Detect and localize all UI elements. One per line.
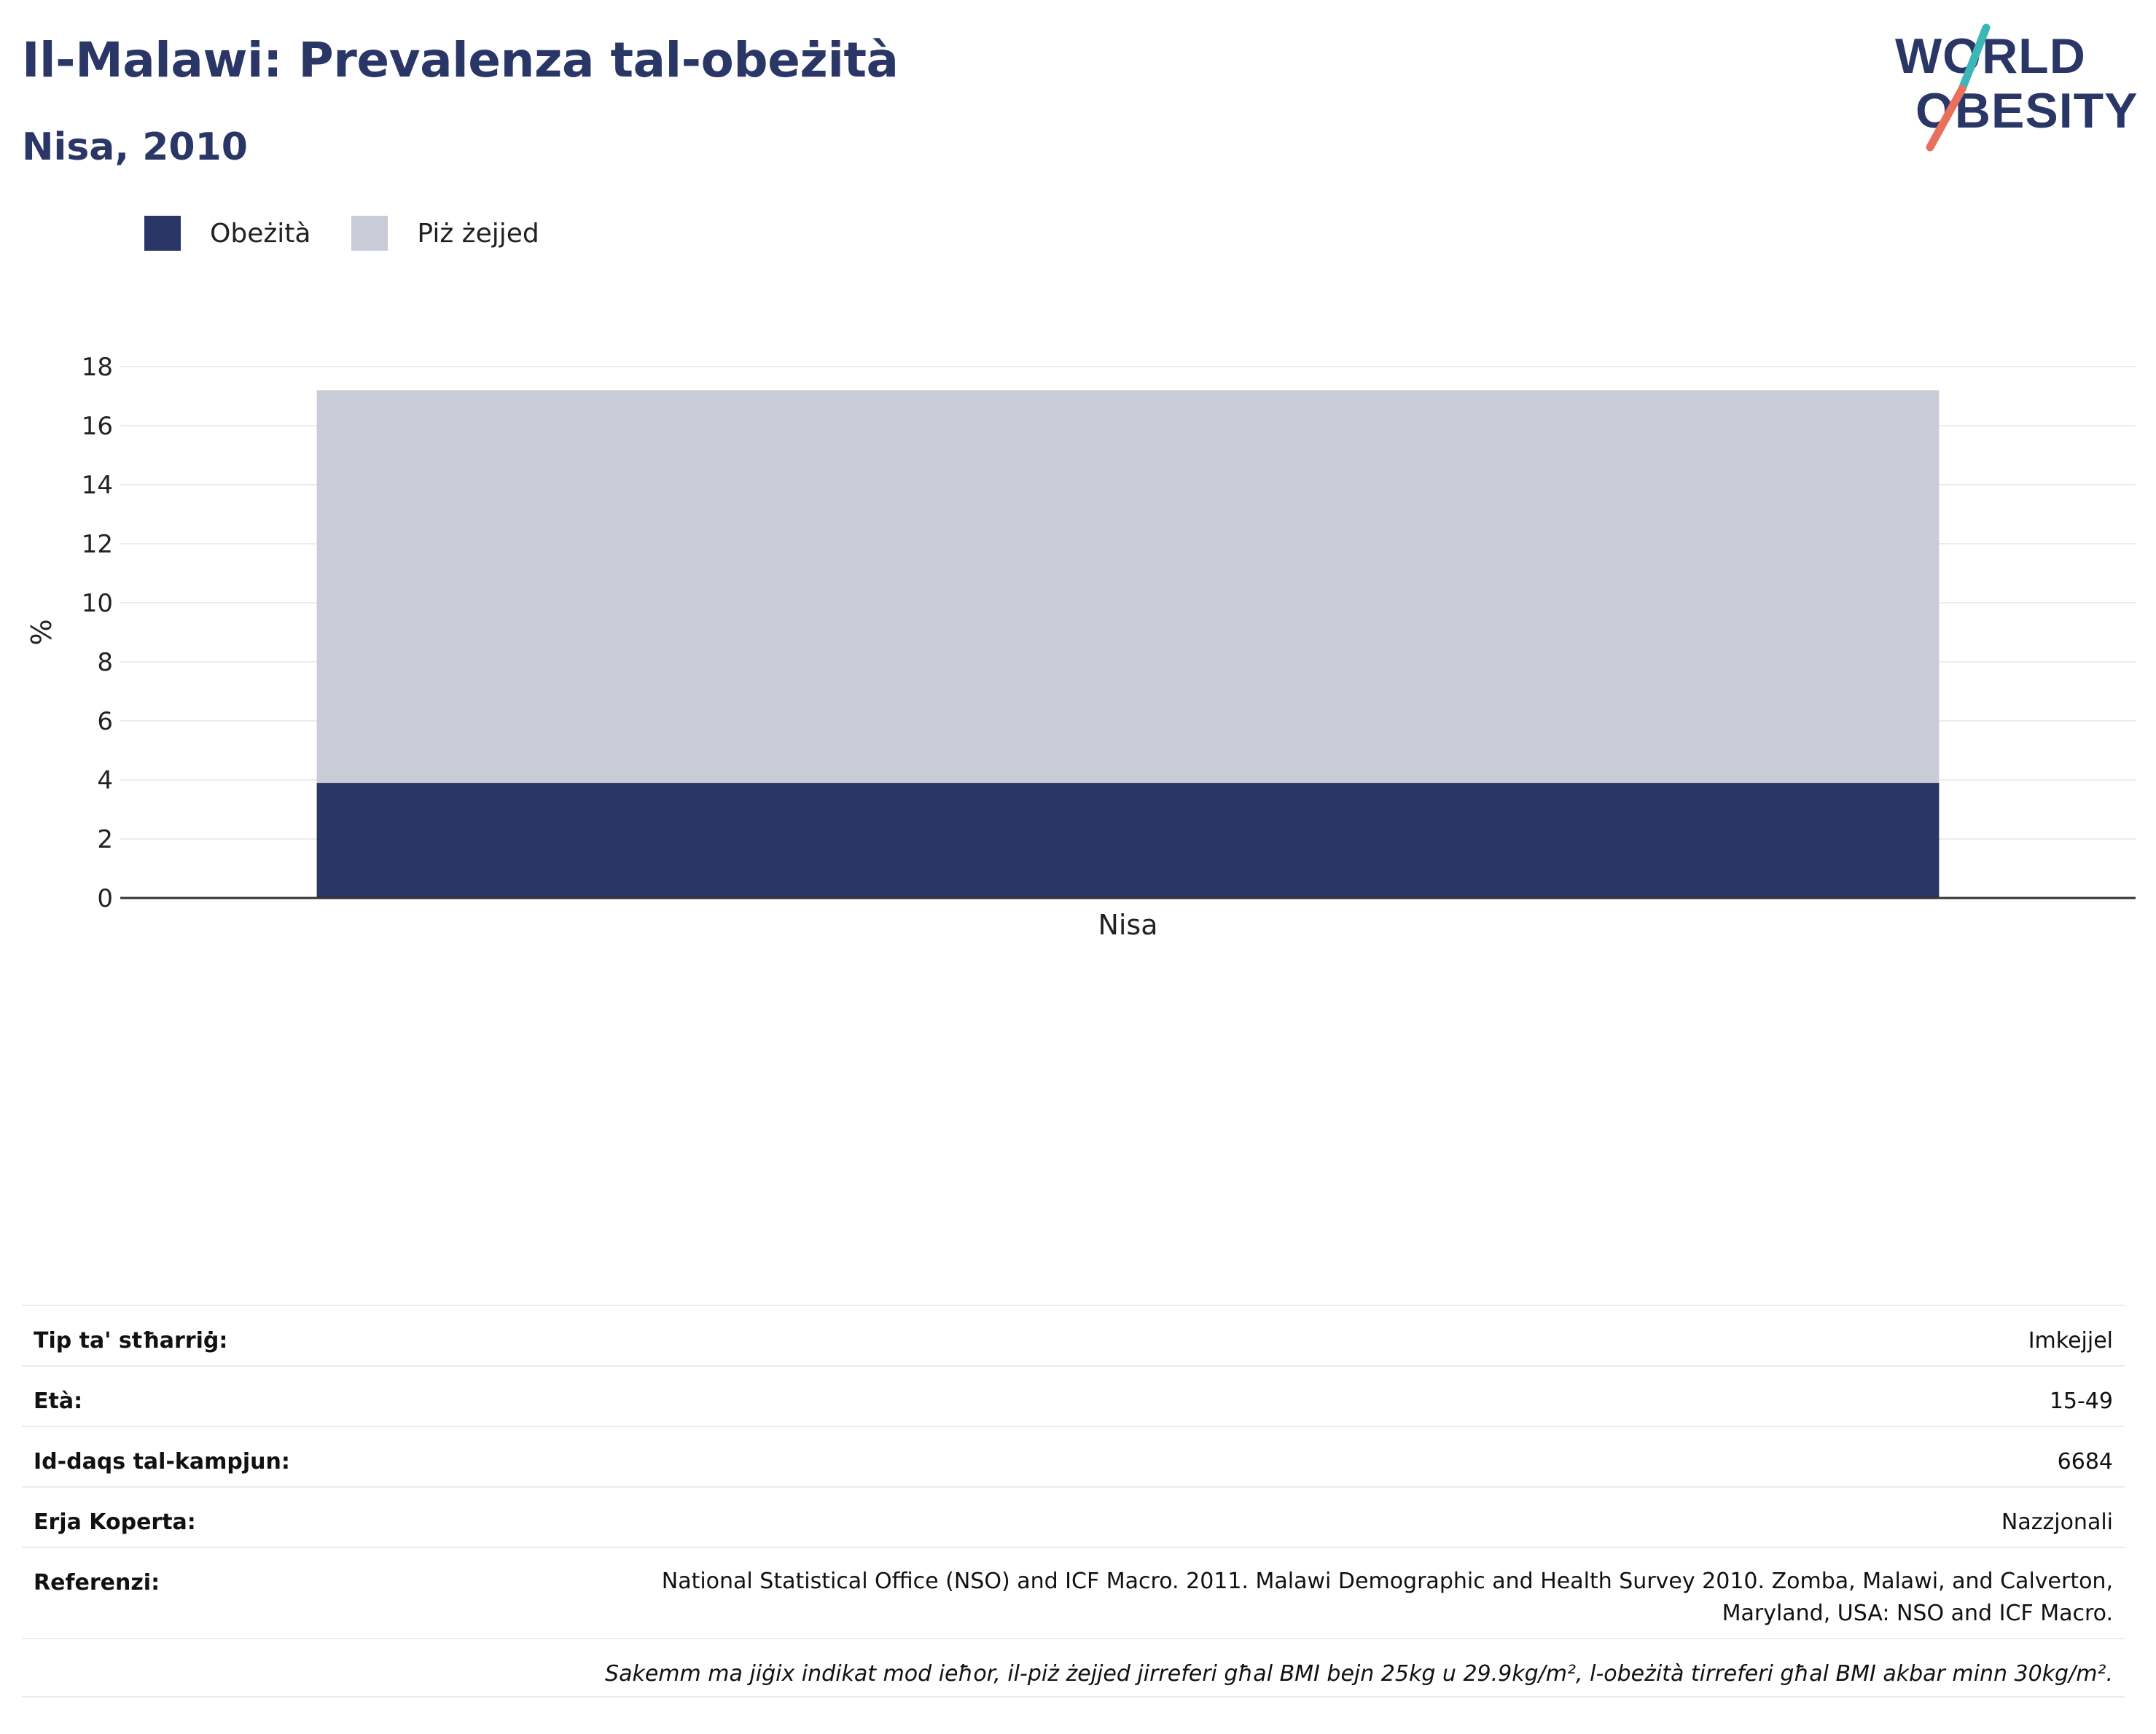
y-tick-label: 14 bbox=[82, 471, 113, 500]
meta-row-sample-size: Id-daqs tal-kampjun: 6684 bbox=[22, 1426, 2125, 1486]
meta-label: Erja Koperta: bbox=[34, 1510, 196, 1535]
meta-row-area-covered: Erja Koperta: Nazzjonali bbox=[22, 1486, 2125, 1547]
x-tick-label: Nisa bbox=[1098, 909, 1157, 941]
reference-text: National Statistical Office (NSO) and IC… bbox=[662, 1566, 2113, 1630]
bar-chart: 0 2 4 6 8 10 12 14 16 18% Nisa bbox=[26, 353, 2136, 941]
chart-legend: Obeżità Piż żejjed bbox=[144, 216, 580, 251]
meta-label: Tip ta' stħarriġ: bbox=[34, 1328, 228, 1354]
y-tick-label: 16 bbox=[82, 412, 113, 441]
y-tick-label: 10 bbox=[82, 589, 113, 618]
bar-obesity bbox=[316, 783, 1940, 898]
world-obesity-logo: WORLD OBESITY bbox=[1895, 23, 2138, 152]
meta-row-age: Età: 15-49 bbox=[22, 1365, 2125, 1426]
meta-value: 6684 bbox=[2057, 1449, 2113, 1475]
metadata-table: Tip ta' stħarriġ: Imkejjel Età: 15-49 Id… bbox=[22, 1305, 2125, 1698]
y-tick-label: 18 bbox=[82, 353, 113, 382]
legend-item-obesity[interactable]: Obeżità bbox=[144, 216, 310, 251]
svg-text:WORLD: WORLD bbox=[1895, 28, 2086, 84]
legend-swatch-obesity bbox=[144, 216, 181, 251]
y-tick-label: 12 bbox=[82, 530, 113, 559]
bar-overweight bbox=[316, 390, 1940, 784]
y-axis-title: % bbox=[26, 619, 58, 645]
meta-row-survey-type: Tip ta' stħarriġ: Imkejjel bbox=[22, 1305, 2125, 1365]
y-tick-label: 0 bbox=[97, 884, 113, 913]
meta-value: Nazzjonali bbox=[2001, 1510, 2113, 1535]
reference-line-1: National Statistical Office (NSO) and IC… bbox=[661, 1569, 2113, 1594]
legend-label-obesity: Obeżità bbox=[210, 218, 311, 249]
meta-label: Età: bbox=[34, 1389, 83, 1414]
legend-swatch-overweight bbox=[351, 216, 388, 251]
definition-note: Sakemm ma jiġix indikat mod ieħor, il-pi… bbox=[605, 1661, 2113, 1687]
reference-line-2: Maryland, USA: NSO and ICF Macro. bbox=[1722, 1601, 2113, 1626]
y-tick-label: 4 bbox=[97, 766, 113, 795]
page-title: Il-Malawi: Prevalenza tal-obeżità bbox=[22, 32, 899, 88]
meta-row-note: Sakemm ma jiġix indikat mod ieħor, il-pi… bbox=[22, 1638, 2125, 1698]
y-tick-label: 2 bbox=[97, 825, 113, 854]
meta-label: Id-daqs tal-kampjun: bbox=[34, 1449, 290, 1475]
y-tick-label: 6 bbox=[97, 707, 113, 736]
meta-value: 15-49 bbox=[2049, 1389, 2113, 1414]
y-tick-label: 8 bbox=[97, 648, 113, 677]
legend-item-overweight[interactable]: Piż żejjed bbox=[351, 216, 539, 251]
legend-label-overweight: Piż żejjed bbox=[417, 218, 539, 249]
meta-value: Imkejjel bbox=[2028, 1328, 2113, 1354]
page-subtitle: Nisa, 2010 bbox=[22, 125, 248, 169]
meta-row-references: Referenzi: National Statistical Office (… bbox=[22, 1547, 2125, 1638]
meta-label: Referenzi: bbox=[34, 1570, 160, 1596]
